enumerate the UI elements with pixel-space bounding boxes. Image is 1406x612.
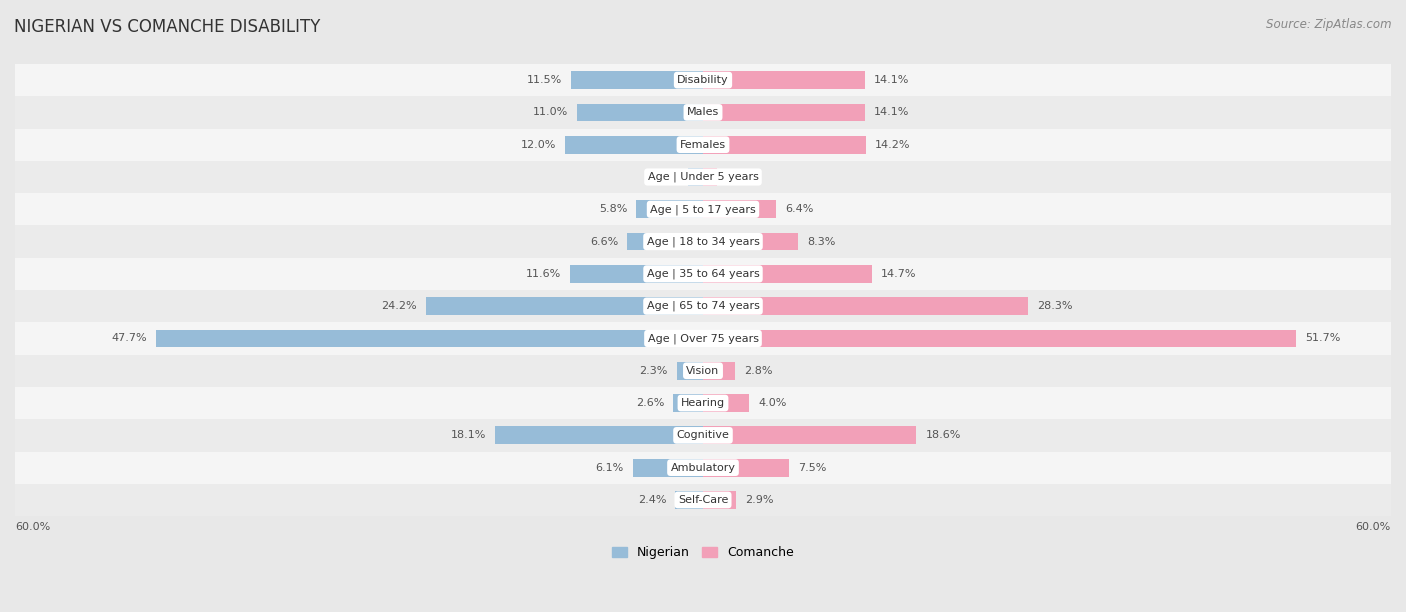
Bar	[15, 258, 1391, 290]
Text: 18.6%: 18.6%	[925, 430, 960, 441]
Bar	[703, 394, 749, 412]
Text: 6.4%: 6.4%	[786, 204, 814, 214]
Bar	[703, 71, 865, 89]
Bar	[703, 168, 717, 186]
Text: Age | Under 5 years: Age | Under 5 years	[648, 172, 758, 182]
Bar	[15, 96, 1391, 129]
Bar	[495, 427, 703, 444]
Bar	[565, 136, 703, 154]
Bar	[675, 491, 703, 509]
Text: Age | Over 75 years: Age | Over 75 years	[648, 333, 758, 344]
Bar	[15, 64, 1391, 96]
Bar	[703, 136, 866, 154]
Bar	[703, 330, 1296, 348]
Bar	[703, 297, 1028, 315]
Bar	[569, 265, 703, 283]
Text: Females: Females	[681, 140, 725, 150]
Text: 60.0%: 60.0%	[15, 523, 51, 532]
Text: 6.1%: 6.1%	[596, 463, 624, 472]
Bar	[703, 233, 799, 250]
Text: 6.6%: 6.6%	[591, 237, 619, 247]
Bar	[703, 103, 865, 121]
Bar	[426, 297, 703, 315]
Bar	[15, 290, 1391, 323]
Text: 2.4%: 2.4%	[638, 495, 666, 505]
Bar	[703, 200, 776, 218]
Bar	[15, 452, 1391, 484]
Text: Source: ZipAtlas.com: Source: ZipAtlas.com	[1267, 18, 1392, 31]
Bar	[571, 71, 703, 89]
Text: 1.3%: 1.3%	[651, 172, 679, 182]
Bar	[15, 129, 1391, 161]
Bar	[703, 491, 737, 509]
Bar	[15, 387, 1391, 419]
Text: 11.5%: 11.5%	[527, 75, 562, 85]
Text: Vision: Vision	[686, 366, 720, 376]
Text: 2.8%: 2.8%	[744, 366, 773, 376]
Bar	[15, 484, 1391, 516]
Text: Males: Males	[688, 107, 718, 118]
Text: Disability: Disability	[678, 75, 728, 85]
Text: 2.6%: 2.6%	[636, 398, 664, 408]
Bar	[15, 225, 1391, 258]
Text: 14.7%: 14.7%	[880, 269, 917, 279]
Text: Age | 18 to 34 years: Age | 18 to 34 years	[647, 236, 759, 247]
Bar	[15, 161, 1391, 193]
Text: 8.3%: 8.3%	[807, 237, 835, 247]
Text: Age | 35 to 64 years: Age | 35 to 64 years	[647, 269, 759, 279]
Text: 14.1%: 14.1%	[875, 107, 910, 118]
Text: 1.2%: 1.2%	[725, 172, 754, 182]
Text: 2.3%: 2.3%	[640, 366, 668, 376]
Bar	[703, 362, 735, 379]
Text: 7.5%: 7.5%	[799, 463, 827, 472]
Bar	[637, 200, 703, 218]
Bar	[633, 459, 703, 477]
Text: 47.7%: 47.7%	[111, 334, 146, 343]
Text: 60.0%: 60.0%	[1355, 523, 1391, 532]
Text: NIGERIAN VS COMANCHE DISABILITY: NIGERIAN VS COMANCHE DISABILITY	[14, 18, 321, 36]
Bar	[627, 233, 703, 250]
Bar	[156, 330, 703, 348]
Text: 14.2%: 14.2%	[875, 140, 911, 150]
Text: 14.1%: 14.1%	[875, 75, 910, 85]
Text: Self-Care: Self-Care	[678, 495, 728, 505]
Text: 5.8%: 5.8%	[599, 204, 627, 214]
Legend: Nigerian, Comanche: Nigerian, Comanche	[607, 541, 799, 564]
Bar	[15, 419, 1391, 452]
Bar	[673, 394, 703, 412]
Bar	[703, 459, 789, 477]
Text: 2.9%: 2.9%	[745, 495, 773, 505]
Text: Ambulatory: Ambulatory	[671, 463, 735, 472]
Text: Hearing: Hearing	[681, 398, 725, 408]
Bar	[15, 323, 1391, 354]
Text: 12.0%: 12.0%	[520, 140, 557, 150]
Bar	[703, 427, 917, 444]
Bar	[15, 193, 1391, 225]
Text: 28.3%: 28.3%	[1036, 301, 1073, 311]
Text: 11.6%: 11.6%	[526, 269, 561, 279]
Text: 11.0%: 11.0%	[533, 107, 568, 118]
Text: 18.1%: 18.1%	[451, 430, 486, 441]
Bar	[676, 362, 703, 379]
Bar	[688, 168, 703, 186]
Text: Age | 5 to 17 years: Age | 5 to 17 years	[650, 204, 756, 215]
Text: Age | 65 to 74 years: Age | 65 to 74 years	[647, 301, 759, 312]
Text: 24.2%: 24.2%	[381, 301, 416, 311]
Bar	[15, 354, 1391, 387]
Text: Cognitive: Cognitive	[676, 430, 730, 441]
Bar	[576, 103, 703, 121]
Text: 51.7%: 51.7%	[1305, 334, 1340, 343]
Bar	[703, 265, 872, 283]
Text: 4.0%: 4.0%	[758, 398, 786, 408]
